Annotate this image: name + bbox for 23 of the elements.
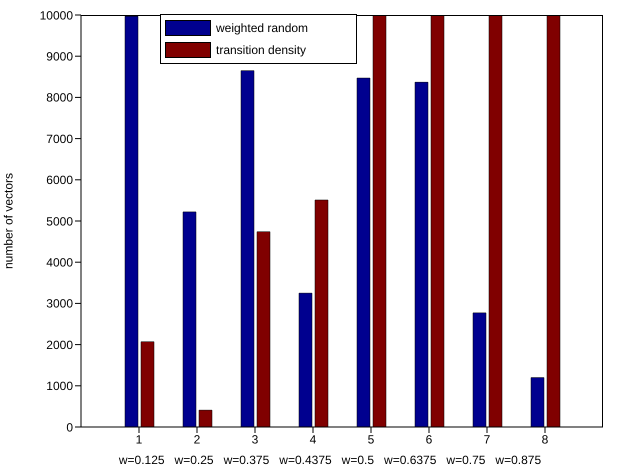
y-tick-label: 1000 bbox=[46, 379, 74, 394]
x-tick-label: 6 bbox=[426, 432, 433, 447]
y-tick-label: 2000 bbox=[46, 338, 74, 352]
x-tick-label: 2 bbox=[194, 432, 201, 447]
x-tick-label: 5 bbox=[368, 432, 375, 447]
y-axis-title: number of vectors bbox=[1, 172, 16, 270]
y-tick-label: 4000 bbox=[46, 255, 74, 270]
y-tick-label: 5000 bbox=[46, 214, 74, 228]
y-tick-label: 3000 bbox=[46, 296, 74, 311]
x-tick-label: 8 bbox=[542, 432, 549, 447]
legend-label: weighted random bbox=[216, 21, 308, 35]
x-axis-title: w=0.125 w=0.25 w=0.375 w=0.4375 w=0.5 w=0.6375 w=0.75 w=0.875 bbox=[118, 453, 542, 467]
x-tick-label: 7 bbox=[484, 432, 491, 447]
y-tick-label: 10000 bbox=[40, 8, 74, 22]
y-tick-label: 8000 bbox=[46, 90, 74, 105]
y-tick-label: 7000 bbox=[46, 132, 74, 146]
y-tick-label: 9000 bbox=[46, 49, 74, 64]
x-tick-label: 3 bbox=[252, 432, 259, 447]
x-tick-label: 4 bbox=[310, 432, 317, 447]
legend-label: transition density bbox=[216, 43, 306, 57]
y-tick-label: 0 bbox=[66, 420, 74, 434]
x-tick-label: 1 bbox=[136, 432, 143, 447]
y-tick-label: 6000 bbox=[46, 173, 74, 188]
